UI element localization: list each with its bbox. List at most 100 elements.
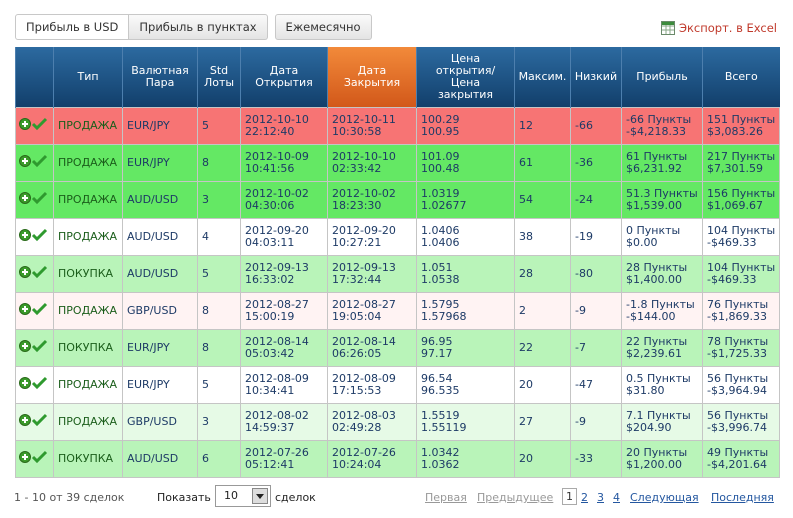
cell-line: 97.17 xyxy=(421,347,453,360)
cell: 104 Пункты -$469.33 xyxy=(702,218,780,256)
last-link[interactable]: Последняя xyxy=(711,491,774,504)
column-header[interactable]: Std Лоты xyxy=(197,47,241,108)
cell: 217 Пункты $7,301.59 xyxy=(702,144,780,182)
row-icons xyxy=(19,377,48,390)
cell-line: 101.09 xyxy=(421,149,460,163)
page-link[interactable]: 1 xyxy=(562,488,577,505)
cell-line: -66 Пункты xyxy=(626,112,692,126)
column-header[interactable]: Тип xyxy=(53,47,123,108)
cell: 2012-10-02 04:30:06 xyxy=(240,181,328,219)
cell-line: 2 xyxy=(519,303,526,317)
cell-line: 104 Пункты xyxy=(707,223,776,237)
row-actions[interactable] xyxy=(15,366,54,404)
column-header[interactable]: Низкий xyxy=(570,47,622,108)
column-header[interactable]: Максим. xyxy=(514,47,571,108)
cell-line: ПРОДАЖА xyxy=(58,192,118,206)
cell-line: -9 xyxy=(575,303,586,317)
cell-line: Открытия xyxy=(255,76,313,89)
cell-line: Максим. xyxy=(518,70,567,83)
cell: 56 Пункты -$3,996.74 xyxy=(702,403,780,441)
row-actions[interactable] xyxy=(15,144,54,182)
unit-label: сделок xyxy=(275,491,316,504)
row-actions[interactable] xyxy=(15,107,54,145)
cell-line: -$3,964.94 xyxy=(707,384,767,397)
cell-line: 1.55119 xyxy=(421,421,467,434)
cell-line: 06:26:05 xyxy=(332,347,382,360)
cell-line: 56 Пункты xyxy=(707,408,769,422)
cell-line: 22 Пункты xyxy=(626,334,688,348)
cell: ПОКУПКА xyxy=(53,440,123,478)
row-actions[interactable] xyxy=(15,403,54,441)
cell-line: ПРОДАЖА xyxy=(58,155,118,169)
tab[interactable]: Прибыль в пунктах xyxy=(129,14,268,40)
export-link[interactable]: Экспорт. в Excel xyxy=(660,21,777,35)
row-actions[interactable] xyxy=(15,255,54,293)
prev-link[interactable]: Предыдущее xyxy=(477,491,554,504)
cell: 1.0406 1.0406 xyxy=(416,218,515,256)
cell-line: 1.0342 xyxy=(421,445,460,459)
trade-row: ПОКУПКА EUR/JPY 8 2012-08-14 05:03:42 2012-08… xyxy=(15,329,780,367)
cell: 0 Пункты $0.00 xyxy=(621,218,703,256)
page-size-select[interactable]: 10 xyxy=(215,485,271,507)
cell-line: 22:12:40 xyxy=(245,125,295,138)
cell-line: ПОКУПКА xyxy=(58,266,114,280)
row-actions[interactable] xyxy=(15,440,54,478)
cell: 2012-09-13 16:33:02 xyxy=(240,255,328,293)
cell-line: 2012-10-02 xyxy=(332,186,396,200)
cell: -80 xyxy=(570,255,622,293)
cell-line: 28 xyxy=(519,266,533,280)
cell-line: AUD/USD xyxy=(127,192,179,206)
row-actions[interactable] xyxy=(15,181,54,219)
cell-line: 2012-08-14 xyxy=(245,334,309,348)
cell-line: 2012-08-09 xyxy=(245,371,309,385)
row-icons xyxy=(19,192,48,205)
tab[interactable]: Прибыль в USD xyxy=(15,14,130,40)
cell: 2012-10-02 18:23:30 xyxy=(327,181,417,219)
cell-line: 1.0406 xyxy=(421,236,460,249)
column-header[interactable]: Дата Открытия xyxy=(240,47,328,108)
cell: 1.051 1.0538 xyxy=(416,255,515,293)
cell-line: открытия/ xyxy=(435,64,496,77)
cell-line: 100.95 xyxy=(421,125,460,138)
export-text[interactable]: Экспорт. в Excel xyxy=(678,21,777,35)
tab[interactable]: Ежемесячно xyxy=(274,14,372,40)
cell-line: 1.02677 xyxy=(421,199,467,212)
page-link[interactable]: 3 xyxy=(597,491,604,504)
cell-line: 1.5795 xyxy=(421,297,460,311)
column-header[interactable]: Цена открытия/Цена закрытия xyxy=(416,47,515,108)
cell-line: 54 xyxy=(519,192,533,206)
cell: 5 xyxy=(197,255,241,293)
page-link[interactable]: 4 xyxy=(613,491,620,504)
cell: 27 xyxy=(514,403,571,441)
cell-line: 100.29 xyxy=(421,112,460,126)
cell: 2012-10-10 02:33:42 xyxy=(327,144,417,182)
page-link[interactable]: 2 xyxy=(581,491,588,504)
column-header[interactable]: Валютная Пара xyxy=(122,47,198,108)
cell-line: 2012-10-09 xyxy=(245,149,309,163)
cell: 20 Пункты $1,200.00 xyxy=(621,440,703,478)
row-actions[interactable] xyxy=(15,218,54,256)
row-actions[interactable] xyxy=(15,292,54,330)
trade-row: ПРОДАЖА AUD/USD 3 2012-10-02 04:30:06 2012-10… xyxy=(15,181,780,219)
next-link[interactable]: Следующая xyxy=(630,491,699,504)
first-link[interactable]: Первая xyxy=(425,491,467,504)
cell-line: 2012-08-02 xyxy=(245,408,309,422)
cell-line: 1.0406 xyxy=(421,223,460,237)
cell-line: 19:05:04 xyxy=(332,310,382,323)
cell-line: 28 Пункты xyxy=(626,260,688,274)
cell-line: ПРОДАЖА xyxy=(58,303,118,317)
cell-line: EUR/JPY xyxy=(127,377,170,391)
cell-line: 2012-08-09 xyxy=(332,371,396,385)
column-header[interactable]: Прибыль xyxy=(621,47,703,108)
column-header[interactable]: Дата Закрытия xyxy=(327,47,417,108)
column-header[interactable]: Всего xyxy=(702,47,780,108)
cell-line: 38 xyxy=(519,229,533,243)
row-icons xyxy=(19,303,48,316)
cell-line: 7.1 Пункты xyxy=(626,408,691,422)
row-icons xyxy=(19,118,48,131)
row-actions[interactable] xyxy=(15,329,54,367)
cell: -66 Пункты -$4,218.33 xyxy=(621,107,703,145)
cell-line: GBP/USD xyxy=(127,303,177,317)
cell-line: закрытия xyxy=(437,88,494,101)
cell: ПРОДАЖА xyxy=(53,181,123,219)
